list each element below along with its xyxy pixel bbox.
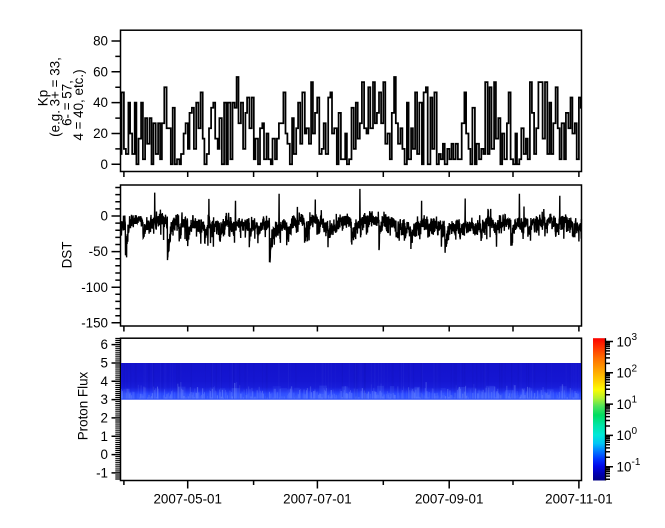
svg-text:1: 1: [101, 429, 108, 444]
svg-text:-1: -1: [96, 466, 108, 481]
svg-text:2: 2: [632, 363, 638, 374]
svg-text:3: 3: [101, 392, 108, 407]
svg-text:10: 10: [617, 460, 632, 475]
svg-text:2007-07-01: 2007-07-01: [283, 492, 352, 507]
svg-text:5: 5: [101, 356, 108, 371]
svg-text:(e.g. 3+ = 33,: (e.g. 3+ = 33,: [47, 57, 62, 137]
svg-text:4 = 40, etc.): 4 = 40, etc.): [71, 69, 86, 140]
svg-text:10: 10: [617, 397, 632, 412]
svg-text:-50: -50: [89, 244, 108, 259]
svg-text:40: 40: [93, 95, 108, 110]
svg-text:10: 10: [617, 334, 632, 349]
svg-text:6- = 57,: 6- = 57,: [59, 80, 74, 126]
svg-text:60: 60: [93, 64, 108, 79]
svg-text:10: 10: [617, 366, 632, 381]
svg-text:DST: DST: [60, 242, 75, 269]
svg-text:2007-11-01: 2007-11-01: [545, 492, 613, 507]
svg-text:Kp: Kp: [35, 90, 50, 106]
svg-text:0: 0: [101, 447, 108, 462]
svg-text:4: 4: [101, 374, 109, 389]
svg-text:1: 1: [632, 395, 638, 406]
svg-text:20: 20: [93, 126, 108, 141]
svg-text:0: 0: [632, 426, 638, 437]
svg-text:0: 0: [101, 209, 108, 224]
svg-text:80: 80: [93, 34, 108, 49]
svg-text:-150: -150: [81, 315, 108, 330]
svg-text:3: 3: [632, 332, 638, 343]
svg-text:-100: -100: [81, 280, 108, 295]
svg-text:6: 6: [101, 337, 108, 352]
svg-text:-1: -1: [632, 457, 641, 468]
svg-text:2: 2: [101, 411, 108, 426]
svg-text:0: 0: [101, 157, 108, 172]
svg-text:2007-05-01: 2007-05-01: [153, 492, 222, 507]
svg-text:2007-09-01: 2007-09-01: [415, 492, 484, 507]
svg-text:Proton Flux: Proton Flux: [76, 371, 91, 440]
svg-text:10: 10: [617, 428, 632, 443]
